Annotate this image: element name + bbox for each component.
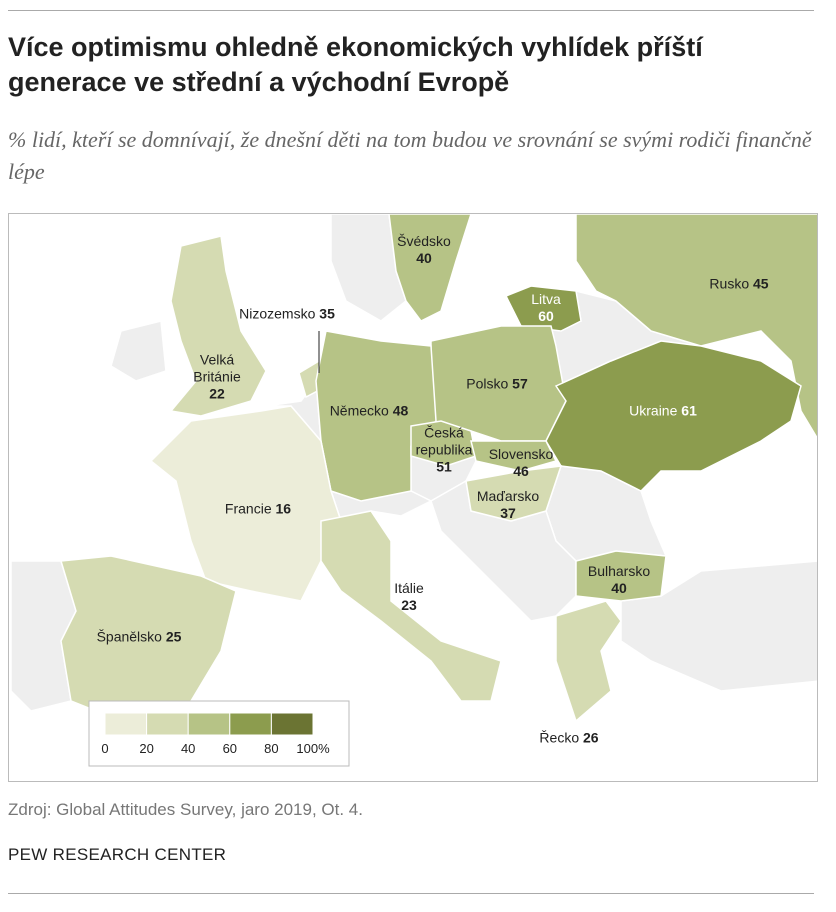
source: Zdroj: Global Attitudes Survey, jaro 201… (8, 800, 363, 819)
region (575, 550, 667, 602)
legend-swatch (187, 712, 231, 736)
region-label: Německo 48 (329, 402, 409, 419)
map: 0 20 40 60 80 100% Švédsko 40 Rusko 45 Litva 60… (8, 213, 818, 782)
region-label: Velká Británie 22 (193, 351, 241, 402)
map-canvas: 0 20 40 60 80 100% (10, 214, 817, 767)
region-label: Slovensko 46 (488, 446, 554, 479)
region-label: Itálie 23 (394, 580, 424, 613)
region (575, 214, 817, 440)
region-label: Řecko 26 (539, 729, 599, 746)
legend-swatch (104, 712, 148, 736)
region (320, 510, 502, 702)
region-label: Bulharsko 40 (587, 563, 651, 596)
legend-tick-label: 0 (101, 741, 108, 756)
region-label: Maďarsko 37 (476, 488, 540, 521)
legend-swatch (270, 712, 314, 736)
region-label: Rusko 45 (709, 275, 769, 292)
legend-tick-label: 20 (139, 741, 153, 756)
subtitle: % lidí, kteří se domnívají, že dnešní dě… (8, 127, 812, 184)
title: Více optimismu ohledně ekonomických vyhl… (8, 32, 703, 97)
region-label: Španělsko 25 (96, 628, 182, 645)
survey-regions (60, 214, 817, 723)
region (555, 600, 622, 723)
region-label: Česká republika 51 (415, 424, 473, 475)
region (169, 235, 267, 417)
legend-tick-label: 80 (264, 741, 278, 756)
bottom-rule (8, 893, 814, 894)
region-label: Litva 60 (531, 291, 561, 324)
region-label: Ukraine 61 (629, 402, 697, 419)
region (465, 465, 563, 522)
legend-tick-label: 100% (296, 741, 330, 756)
region-label: Švédsko 40 (397, 233, 451, 266)
legend-swatch (146, 712, 189, 736)
brand: PEW RESEARCH CENTER (8, 845, 227, 864)
region (149, 405, 342, 602)
region (545, 340, 802, 492)
region-label: Francie 16 (224, 500, 292, 517)
region (315, 330, 437, 502)
legend-tick-label: 60 (223, 741, 237, 756)
region (388, 214, 472, 322)
legend: 0 20 40 60 80 100% (88, 700, 350, 767)
region-label: Nizozemsko 35 (239, 305, 335, 322)
legend-tick-label: 40 (181, 741, 195, 756)
region (470, 440, 558, 472)
legend-swatch (229, 712, 272, 736)
top-rule (8, 10, 814, 11)
region-label: Polsko 57 (466, 375, 528, 392)
